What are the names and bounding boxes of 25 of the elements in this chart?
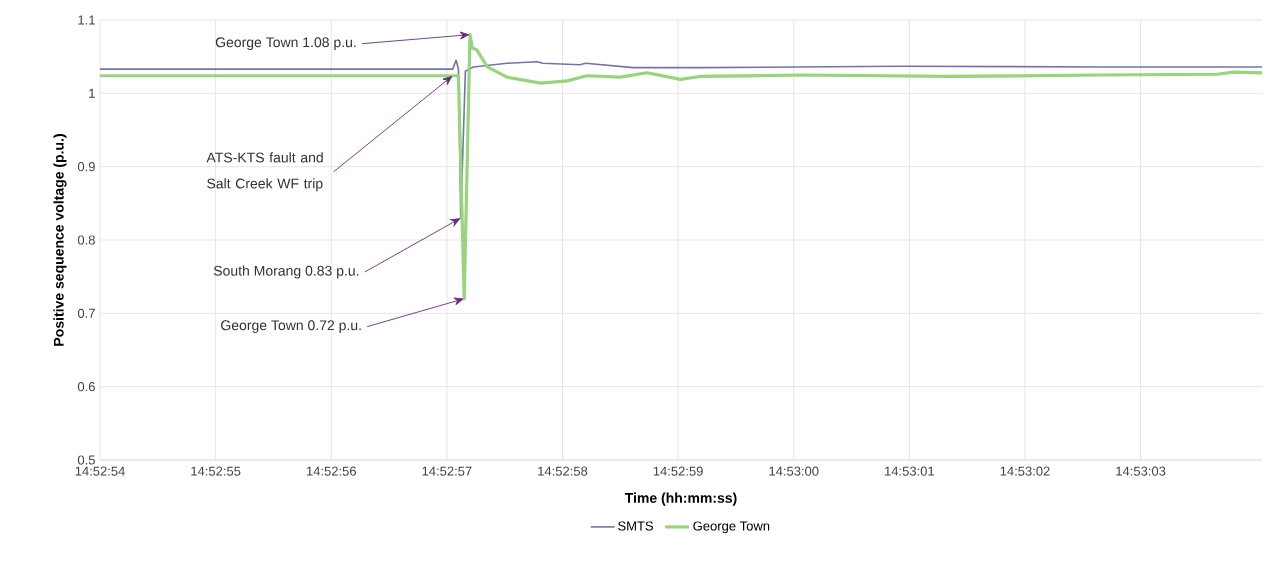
x-tick-label: 14:53:00 [769,466,819,476]
x-tick-label: 14:53:01 [885,466,935,476]
y-tick-label: 1.1 [78,15,95,25]
y-tick-label: 1 [89,88,95,98]
y-tick-label: 0.8 [77,235,95,245]
y-axis-title: Positive sequence voltage (p.u.) [53,134,67,346]
x-tick-label: 14:52:54 [75,466,125,476]
annotation: George Town 1.08 p.u. [215,37,356,50]
annotation: ATS-KTS fault and Salt Creek WF trip [206,152,323,192]
y-tick-label: 0.7 [77,308,95,318]
annotation: George Town 0.72 p.u. [221,320,361,333]
annotation: South Morang 0.83 p.u. [213,265,359,279]
y-tick-label: 0.5 [77,455,95,465]
legend-label: SMTS [618,521,653,531]
legend-label: George Town [693,521,770,534]
x-tick-label: 14:52:59 [653,466,703,476]
x-tick-label: 14:53:02 [1000,466,1050,476]
x-tick-label: 14:52:57 [422,466,472,476]
x-tick-label: 14:52:55 [191,466,241,476]
x-tick-label: 14:52:56 [306,466,356,476]
x-tick-label: 14:53:03 [1116,466,1166,476]
x-axis-title: Time (hh:mm:ss) [624,492,737,506]
x-tick-label: 14:52:58 [538,466,588,476]
y-tick-label: 0.9 [77,162,95,172]
y-tick-label: 0.6 [77,382,95,392]
